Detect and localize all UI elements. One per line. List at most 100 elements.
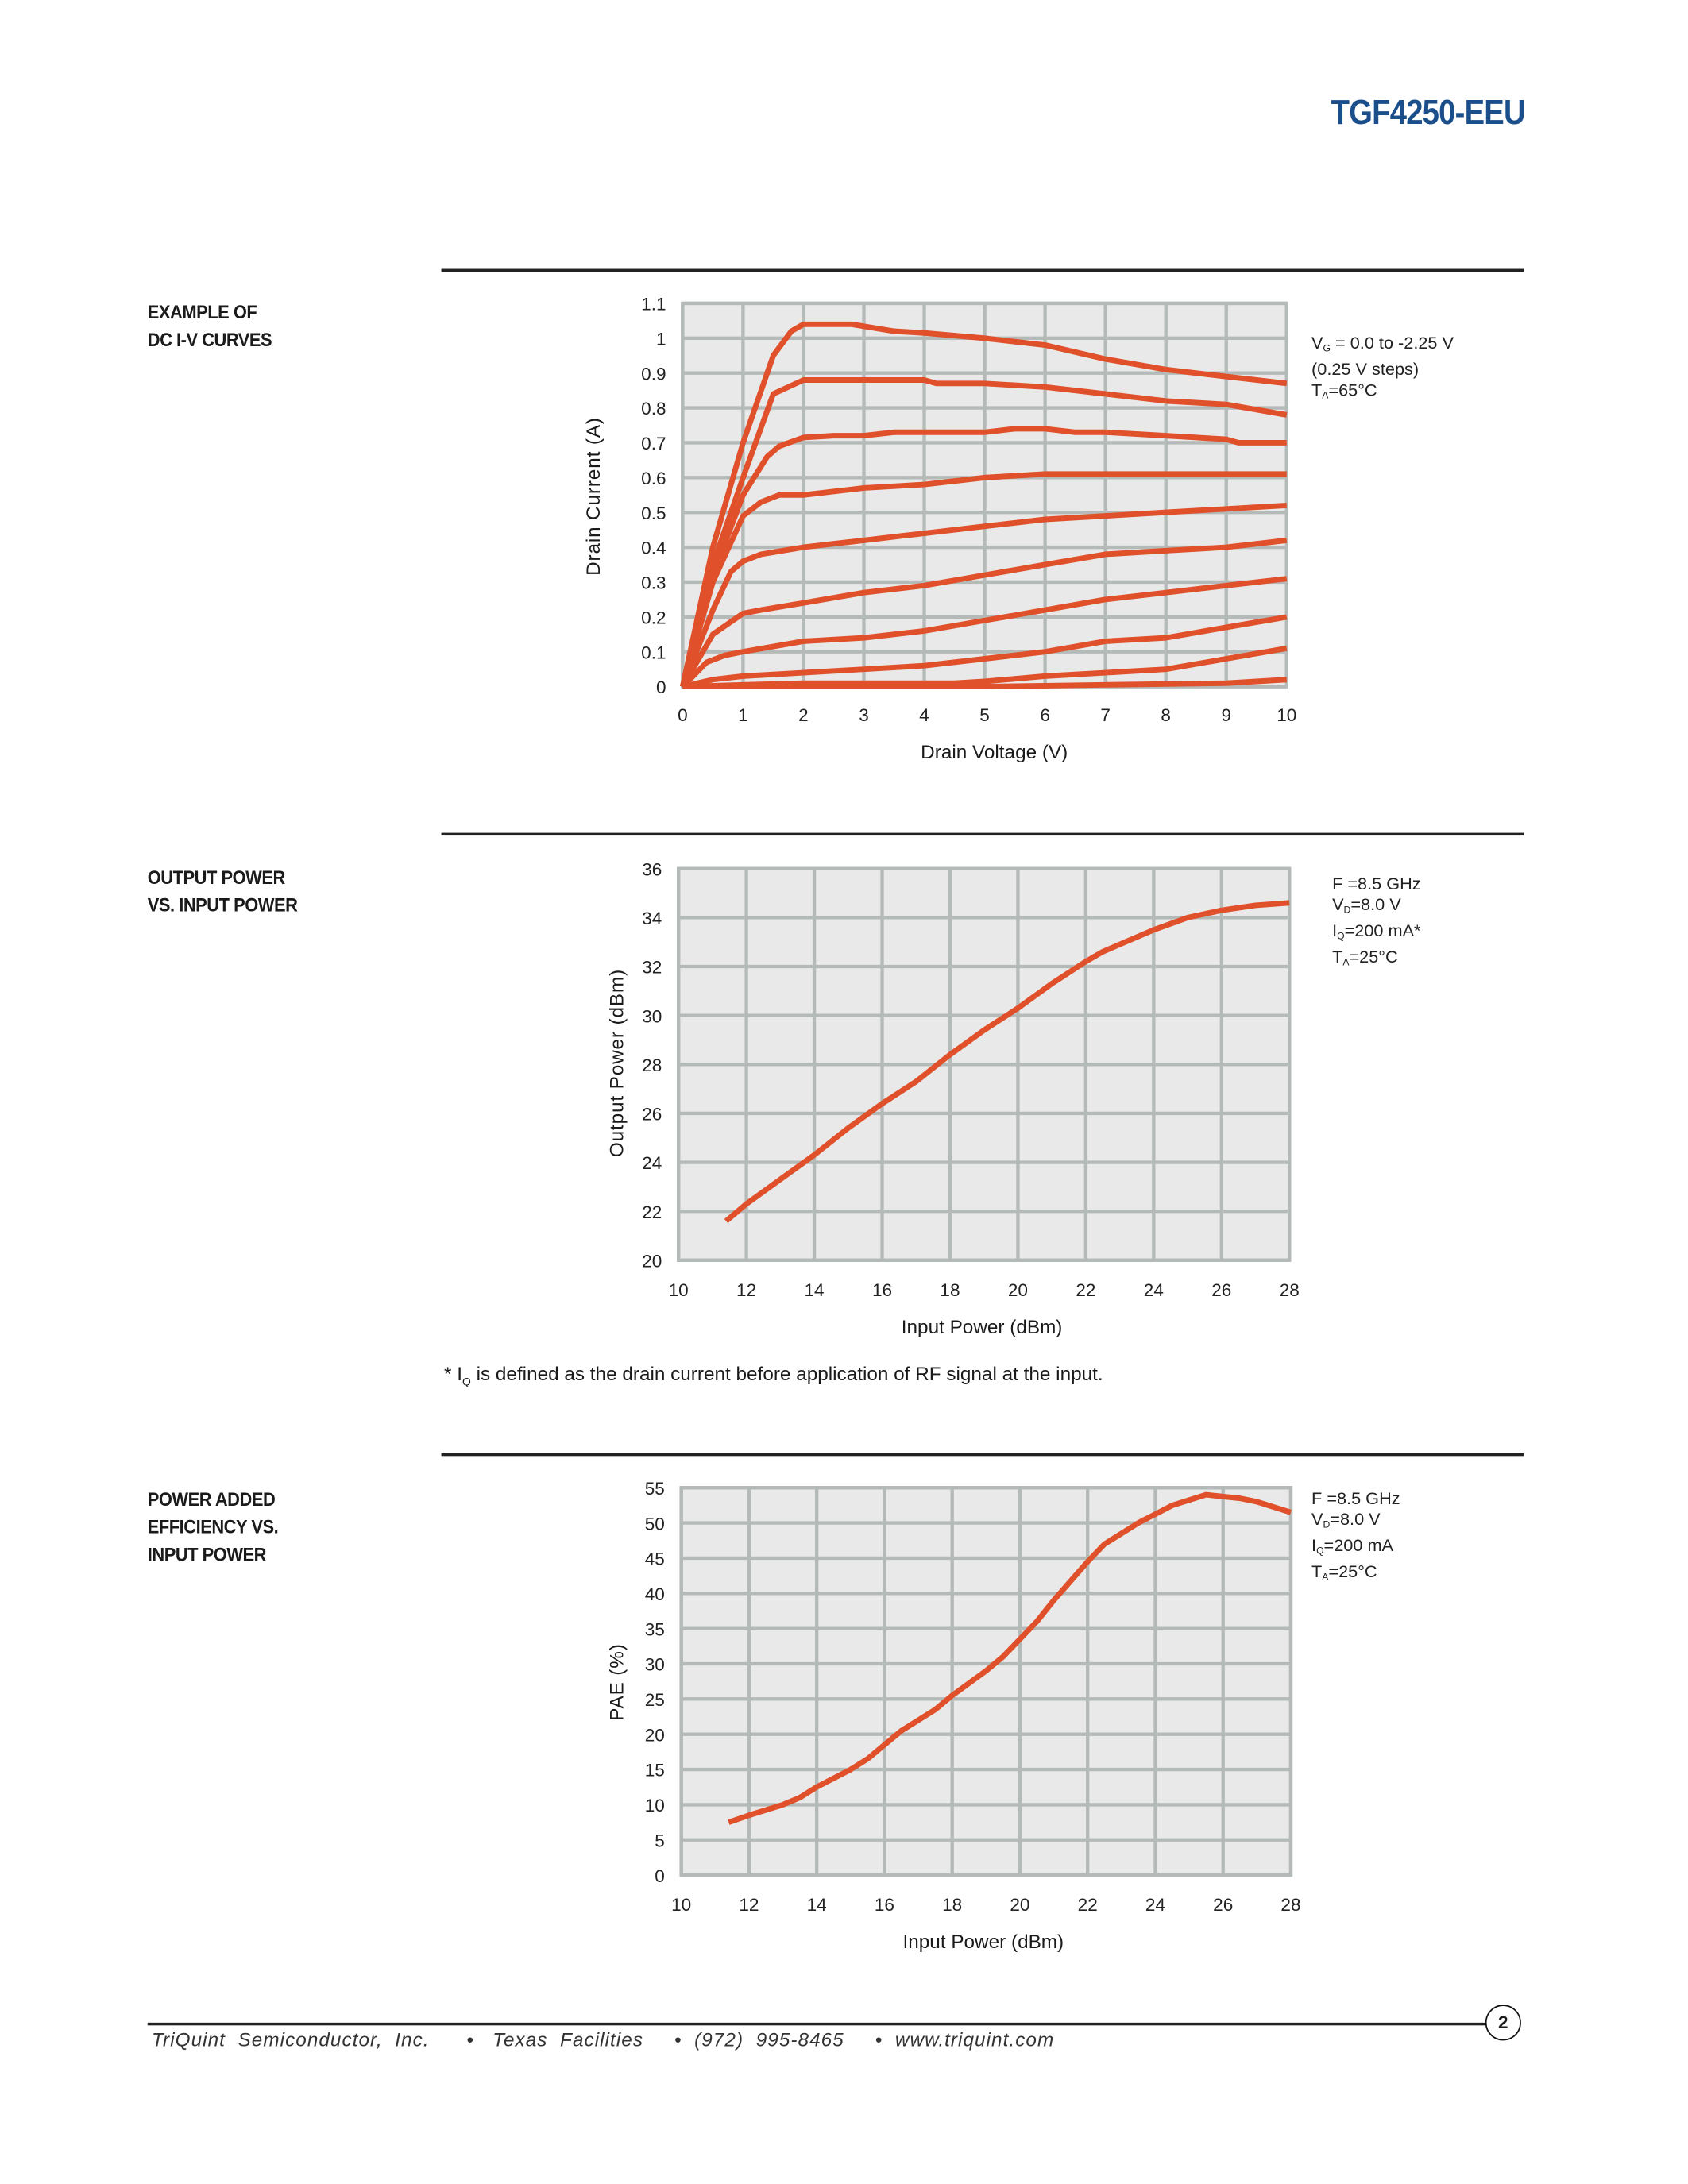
x-tick-label: 22 xyxy=(1078,1895,1098,1915)
footer-phone: (972) 995-8465 xyxy=(694,2028,844,2051)
x-tick-label: 6 xyxy=(1040,705,1050,725)
y-tick-label: 45 xyxy=(645,1549,665,1569)
chart1-conditions: VG = 0.0 to -2.25 V (0.25 V steps) TA=65… xyxy=(1311,334,1454,407)
y-tick-label: 5 xyxy=(655,1831,665,1850)
section-divider xyxy=(441,1453,1524,1456)
x-tick-label: 18 xyxy=(940,1280,960,1300)
x-tick-label: 24 xyxy=(1145,1895,1165,1915)
chart3-conditions: F =8.5 GHz VD=8.0 V IQ=200 mA TA=25°C xyxy=(1311,1489,1400,1588)
y-tick-label: 0.6 xyxy=(641,469,666,488)
series-line-7 xyxy=(680,576,1288,689)
condition-line: VG = 0.0 to -2.25 V xyxy=(1311,334,1454,355)
x-tick-label: 26 xyxy=(1213,1895,1233,1915)
series-line-1 xyxy=(724,900,1290,1224)
condition-line: IQ=200 mA xyxy=(1311,1536,1394,1557)
section-label-pae: POWER ADDED EFFICIENCY VS. INPUT POWER xyxy=(147,1485,279,1568)
x-tick-label: 20 xyxy=(1010,1895,1029,1915)
y-tick-label: 0.3 xyxy=(641,573,666,593)
x-tick-label: 12 xyxy=(739,1895,759,1915)
y-tick-label: 36 xyxy=(642,859,662,879)
series-line-2 xyxy=(679,376,1288,688)
plot-area xyxy=(679,1486,1293,1877)
x-tick-label: 28 xyxy=(1280,1895,1300,1915)
x-tick-label: 7 xyxy=(1100,705,1111,725)
x-tick-label: 10 xyxy=(669,1280,689,1300)
y-tick-label: 0.8 xyxy=(641,399,666,419)
y-tick-label: 20 xyxy=(645,1725,665,1745)
x-tick-label: 5 xyxy=(979,705,990,725)
x-tick-label: 10 xyxy=(1277,705,1296,725)
footer-website[interactable]: www.triquint.com xyxy=(894,2028,1055,2051)
section-label-line: INPUT POWER xyxy=(147,1542,267,1565)
x-tick-label: 9 xyxy=(1221,705,1231,725)
series-line-10 xyxy=(682,677,1287,690)
x-tick-label: 28 xyxy=(1280,1280,1300,1300)
y-tick-label: 35 xyxy=(645,1619,665,1639)
x-tick-label: 14 xyxy=(805,1280,825,1300)
section-label-line: EFFICIENCY VS. xyxy=(147,1515,279,1538)
condition-line: TA=25°C xyxy=(1311,1562,1377,1584)
section-label-line: EXAMPLE OF xyxy=(147,300,257,323)
y-tick-label: 10 xyxy=(645,1796,665,1815)
chart3-x-axis-label: Input Power (dBm) xyxy=(902,1930,1064,1953)
x-tick-label: 20 xyxy=(1008,1280,1028,1300)
section-label-line: DC I-V CURVES xyxy=(147,328,272,350)
series-line-5 xyxy=(680,502,1287,688)
x-tick-label: 10 xyxy=(671,1895,691,1915)
section-label-output-power: OUTPUT POWER VS. INPUT POWER xyxy=(148,863,298,918)
x-tick-label: 16 xyxy=(875,1895,894,1915)
series-line-4 xyxy=(680,471,1287,688)
chart-3: 10 12 14 16 18 20 22 24 26 28 0 5 10 15 20 25 30 35 40 45 50… xyxy=(645,1479,1301,1915)
series-line-6 xyxy=(680,537,1288,689)
y-tick-label: 50 xyxy=(645,1514,665,1534)
y-tick-label: 0 xyxy=(656,677,666,697)
x-tick-label: 22 xyxy=(1076,1280,1095,1300)
y-tick-label: 20 xyxy=(642,1251,662,1271)
section-label-line: POWER ADDED xyxy=(147,1488,276,1511)
condition-line: TA=65°C xyxy=(1311,380,1377,402)
condition-line: VD=8.0 V xyxy=(1311,1510,1381,1531)
condition-line: F =8.5 GHz xyxy=(1332,874,1421,893)
y-tick-label: 0.4 xyxy=(641,538,666,558)
x-tick-label: 18 xyxy=(942,1895,962,1915)
y-tick-label: 26 xyxy=(642,1105,662,1125)
condition-line: F =8.5 GHz xyxy=(1311,1488,1400,1509)
y-tick-label: 0.2 xyxy=(641,608,666,628)
x-tick-label: 2 xyxy=(798,705,809,725)
x-tick-label: 4 xyxy=(919,705,929,725)
section-label-iv-curves: EXAMPLE OF DC I-V CURVES xyxy=(148,298,272,353)
chart1-x-axis-label: Drain Voltage (V) xyxy=(921,740,1068,763)
chart-2: 10 12 14 16 18 20 22 24 26 28 20 22 24 26 28 30 32 34 36 xyxy=(642,859,1300,1300)
series-line-1 xyxy=(679,321,1288,688)
x-tick-label: 16 xyxy=(872,1280,892,1300)
y-tick-label: 40 xyxy=(645,1584,665,1604)
page-number: 2 xyxy=(1485,2005,1521,2041)
y-tick-label: 34 xyxy=(642,909,662,928)
part-number-title: TGF4250-EEU xyxy=(1331,94,1526,133)
y-tick-label: 0.5 xyxy=(641,504,666,523)
x-tick-label: 26 xyxy=(1211,1280,1231,1300)
y-tick-label: 32 xyxy=(642,958,662,978)
x-tick-label: 1 xyxy=(738,705,748,725)
x-tick-label: 0 xyxy=(678,705,688,725)
y-tick-label: 25 xyxy=(645,1690,665,1710)
y-tick-label: 15 xyxy=(645,1761,665,1781)
chart2-x-axis-label: Input Power (dBm) xyxy=(901,1315,1063,1338)
chart2-conditions: F =8.5 GHz VD=8.0 V IQ=200 mA* TA=25°C xyxy=(1332,874,1421,974)
condition-line: TA=25°C xyxy=(1332,947,1398,968)
iq-footnote: * IQ is defined as the drain current bef… xyxy=(444,1362,1103,1388)
section-divider xyxy=(441,268,1524,272)
x-tick-label: 3 xyxy=(859,705,869,725)
series-line-1 xyxy=(728,1491,1292,1825)
section-divider xyxy=(441,832,1524,835)
y-tick-label: 30 xyxy=(642,1006,662,1026)
y-tick-label: 0.7 xyxy=(641,434,666,453)
section-label-line: OUTPUT POWER xyxy=(147,866,285,889)
condition-line: VD=8.0 V xyxy=(1332,894,1401,916)
y-tick-label: 0 xyxy=(655,1866,665,1886)
x-tick-label: 24 xyxy=(1144,1280,1164,1300)
y-tick-label: 55 xyxy=(645,1479,665,1499)
y-tick-label: 1 xyxy=(656,329,666,349)
